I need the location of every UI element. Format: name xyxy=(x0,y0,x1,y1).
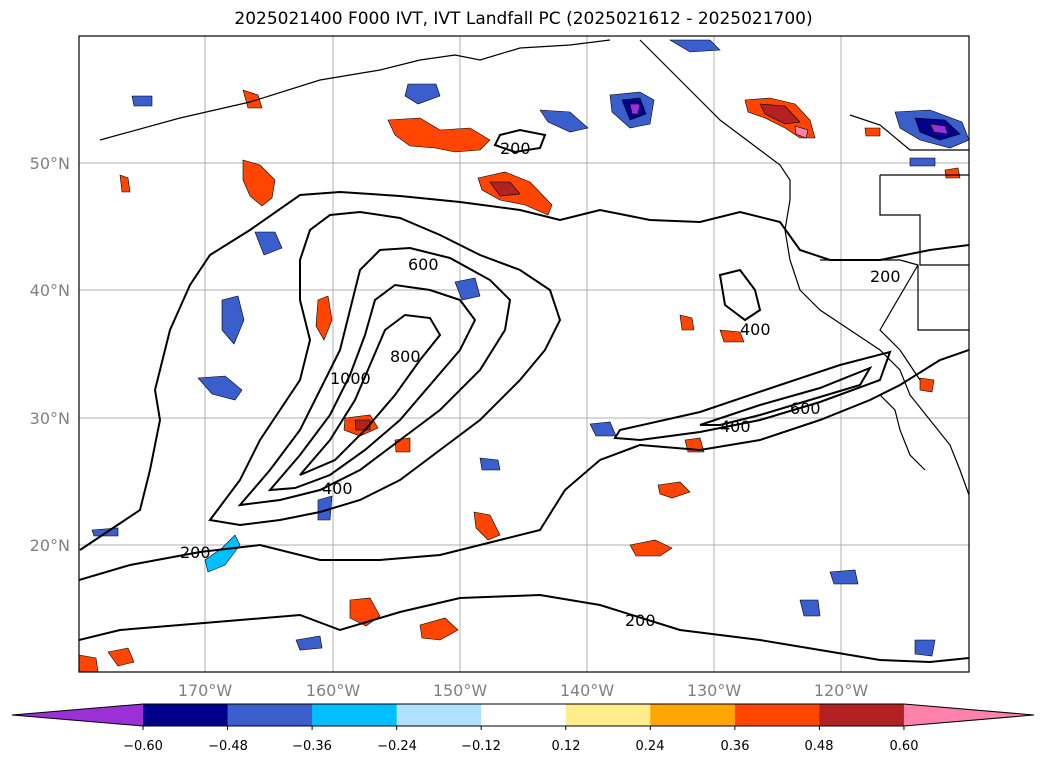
colorbar-tick-label: 0.48 xyxy=(805,739,834,754)
lat-label: 20°N xyxy=(30,536,70,555)
contour-label: 200 xyxy=(180,543,211,562)
lat-label: 50°N xyxy=(30,154,70,173)
contour-label-group: 200 200 200 200 600 800 1000 400 400 400… xyxy=(180,139,901,630)
colorbar-tick-label: 0.60 xyxy=(890,739,919,754)
contour-label: 1000 xyxy=(330,369,371,388)
colorbar-tick-label: −0.12 xyxy=(461,739,501,754)
colorbar-segment xyxy=(819,704,905,726)
map-title: 2025021400 F000 IVT, IVT Landfall PC (20… xyxy=(234,9,813,29)
contour-label: 400 xyxy=(720,417,751,436)
colorbar-extend-min xyxy=(12,704,143,726)
colorbar-tick-labels: −0.60 −0.48 −0.36 −0.24 −0.12 0.12 0.24 … xyxy=(123,739,918,754)
contour-label: 400 xyxy=(740,320,771,339)
colorbar-segment xyxy=(734,704,820,726)
colorbar-tick-label: −0.48 xyxy=(208,739,248,754)
contour-label: 200 xyxy=(870,267,901,286)
contour-label: 200 xyxy=(625,611,656,630)
colorbar-tick-label: 0.12 xyxy=(552,739,581,754)
contour-label: 400 xyxy=(322,479,353,498)
contour-label: 600 xyxy=(408,255,439,274)
lat-label: 40°N xyxy=(30,281,70,300)
colorbar xyxy=(11,703,1035,730)
lon-label: 120°W xyxy=(814,681,869,700)
colorbar-tick-label: −0.36 xyxy=(292,739,332,754)
contour-label: 600 xyxy=(790,399,821,418)
map-panel xyxy=(79,36,969,672)
colorbar-tick-label: 0.36 xyxy=(721,739,750,754)
map-border xyxy=(78,35,970,673)
colorbar-segment xyxy=(227,704,313,726)
contour-label: 200 xyxy=(500,139,531,158)
colorbar-tick-label: −0.24 xyxy=(377,739,417,754)
colorbar-segment xyxy=(143,704,229,726)
lon-label: 170°W xyxy=(178,681,233,700)
contour-label: 800 xyxy=(390,347,421,366)
colorbar-segment xyxy=(650,704,736,726)
gridlines xyxy=(79,36,969,672)
lon-label: 150°W xyxy=(433,681,488,700)
ivt-contours xyxy=(79,128,969,664)
colorbar-segment xyxy=(396,704,482,726)
lon-label: 160°W xyxy=(306,681,361,700)
colorbar-extend-max xyxy=(903,704,1034,726)
lat-labels: 50°N 40°N 30°N 20°N xyxy=(30,154,70,555)
lon-labels: 170°W 160°W 150°W 140°W 130°W 120°W xyxy=(178,681,869,700)
colorbar-segment xyxy=(312,704,398,726)
colorbar-segment xyxy=(481,704,567,726)
lon-label: 130°W xyxy=(687,681,742,700)
pc-shading xyxy=(79,39,969,672)
colorbar-segment xyxy=(565,704,651,726)
colorbar-tick-label: 0.24 xyxy=(636,739,665,754)
lon-label: 140°W xyxy=(560,681,615,700)
lat-label: 30°N xyxy=(30,409,70,428)
colorbar-tick-label: −0.60 xyxy=(123,739,163,754)
